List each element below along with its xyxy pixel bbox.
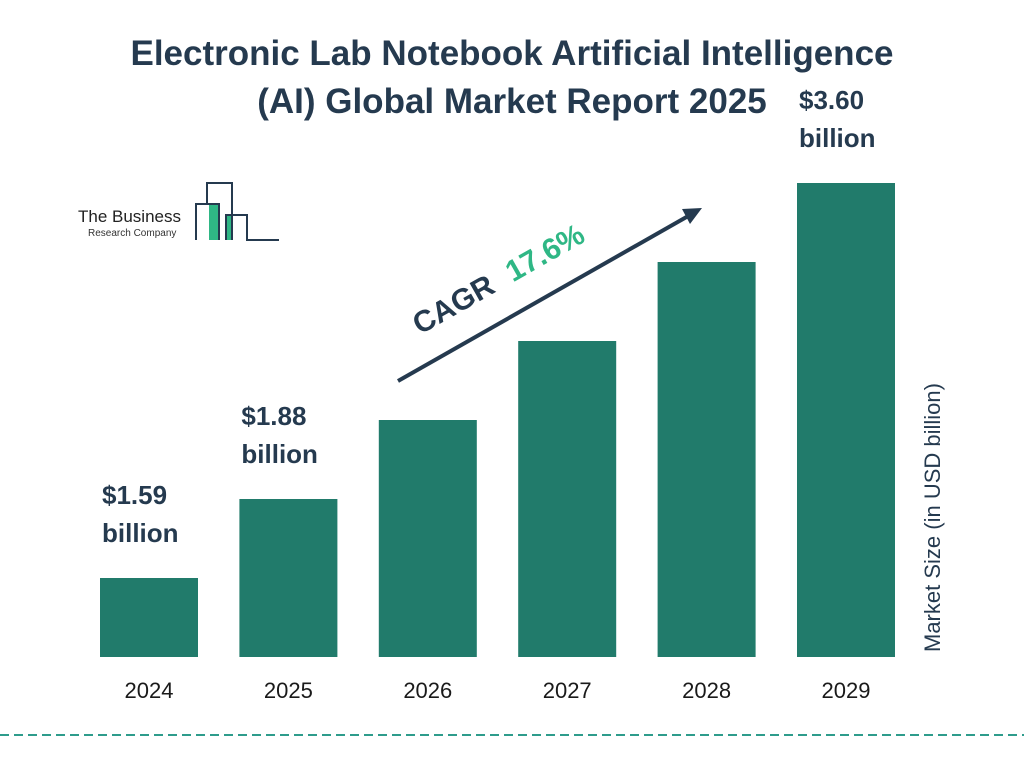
bar-2028 [657, 262, 756, 657]
data-label-value: $3.60 [799, 85, 864, 115]
x-tick-label: 2024 [125, 678, 174, 703]
cagr-arrow [397, 213, 691, 383]
bar-2027 [518, 341, 617, 657]
data-label-unit: billion [102, 518, 179, 548]
x-tick-label: 2025 [264, 678, 313, 703]
data-label-unit: billion [241, 439, 318, 469]
x-tick-label: 2027 [543, 678, 592, 703]
x-tick-label: 2029 [822, 678, 871, 703]
logo-line1: The Business [78, 207, 181, 226]
bar-2029 [797, 183, 895, 657]
data-label-value: $1.88 [241, 401, 306, 431]
company-logo: The Business Research Company [78, 182, 279, 241]
x-tick-label: 2026 [403, 678, 452, 703]
chart-title-line2: (AI) Global Market Report 2025 [257, 82, 767, 121]
arrow-head-icon [682, 208, 702, 224]
y-axis-label: Market Size (in USD billion) [920, 383, 945, 652]
chart-title-line1: Electronic Lab Notebook Artificial Intel… [130, 34, 894, 73]
data-label-value: $1.59 [102, 480, 167, 510]
x-tick-label: 2028 [682, 678, 731, 703]
data-label-unit: billion [799, 123, 876, 153]
bar-2026 [378, 420, 477, 657]
bar-2024 [100, 578, 198, 657]
logo-line2: Research Company [88, 228, 176, 239]
bar-2025 [239, 499, 338, 657]
